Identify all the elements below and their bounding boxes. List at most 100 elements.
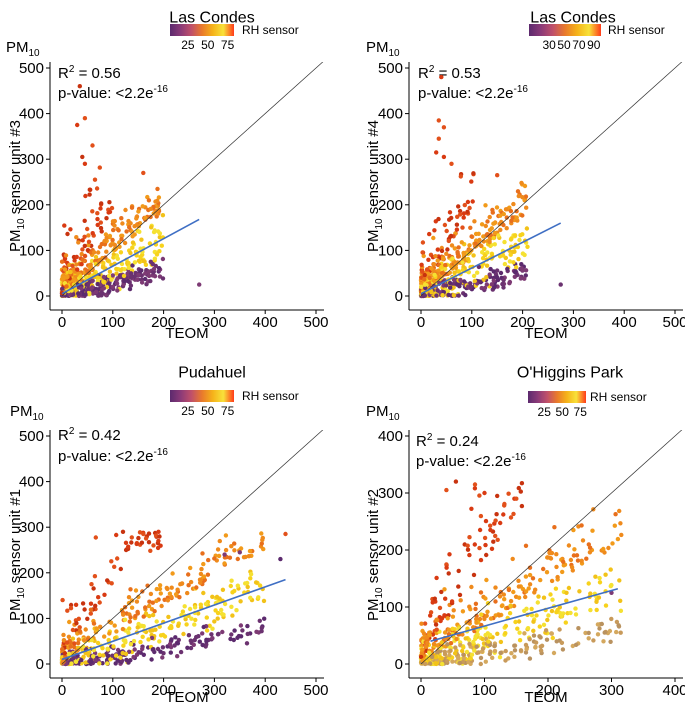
scatter-point [132, 274, 137, 279]
scatter-point [70, 263, 75, 268]
scatter-point [523, 574, 529, 579]
scatter-point [76, 291, 81, 296]
y-tick-label: 0 [395, 656, 403, 673]
scatter-point [471, 273, 477, 279]
scatter-point [423, 644, 429, 649]
scatter-point [432, 262, 437, 267]
scatter-point [518, 648, 524, 653]
scatter-point [215, 610, 221, 616]
scatter-point [151, 543, 156, 548]
scatter-point [132, 647, 137, 652]
scatter-point [155, 186, 160, 192]
one-to-one-line [420, 430, 683, 665]
scatter-point [212, 619, 217, 624]
scatter-point [427, 650, 432, 655]
x-tick-label: 300 [202, 314, 227, 331]
scatter-point [442, 613, 447, 618]
scatter-point [423, 285, 428, 291]
x-tick-label: 100 [459, 314, 484, 331]
rh-legend: RH sensor 25 50 75 [528, 390, 647, 419]
scatter-point [473, 241, 478, 246]
scatter-point [533, 645, 538, 650]
scatter-point [106, 653, 111, 658]
scatter-point [472, 219, 477, 224]
scatter-point [509, 236, 514, 241]
scatter-point [232, 588, 237, 594]
scatter-point [149, 225, 154, 230]
scatter-point [487, 632, 493, 638]
scatter-point [283, 531, 288, 537]
scatter-point [159, 243, 164, 248]
scatter-point [204, 639, 209, 644]
scatter-point [469, 234, 474, 239]
scatter-point [108, 620, 114, 625]
panel-ohiggins-park-unit2: O'Higgins Park PM10 RH sensor 25 50 75 R2 … [365, 364, 685, 706]
scatter-point [107, 288, 112, 294]
scatter-point [560, 647, 566, 652]
scatter-point [522, 183, 528, 189]
scatter-point [608, 567, 613, 572]
scatter-point [70, 292, 76, 297]
scatter-point [217, 596, 222, 601]
scatter-point [123, 540, 129, 545]
scatter-point [516, 256, 521, 262]
scatter-point [221, 612, 226, 617]
scatter-point [557, 627, 562, 632]
scatter-point [154, 252, 160, 257]
r-squared: R2 = 0.42 [58, 426, 121, 444]
scatter-point [106, 273, 112, 279]
scatter-point [115, 556, 120, 561]
scatter-point [112, 242, 118, 248]
scatter-point [168, 624, 174, 629]
scatter-point [229, 632, 234, 637]
scatter-point [81, 638, 87, 643]
scatter-point [238, 623, 244, 628]
x-tick-label: 400 [662, 682, 685, 699]
scatter-point [552, 525, 557, 530]
scatter-point [424, 267, 430, 272]
scatter-point [462, 279, 467, 284]
scatter-point [512, 643, 517, 648]
scatter-point [463, 292, 468, 298]
y-tick-label: 200 [378, 542, 403, 559]
scatter-point [427, 275, 432, 281]
x-tick-label: 400 [612, 314, 637, 331]
scatter-point [487, 651, 492, 657]
scatter-point [111, 644, 116, 649]
scatter-point [566, 543, 572, 548]
scatter-point [523, 194, 529, 199]
scatter-point [70, 636, 76, 641]
scatter-point [487, 642, 493, 648]
scatter-point [422, 277, 427, 282]
scatter-point [483, 518, 489, 524]
scatter-point [501, 592, 506, 597]
scatter-point [618, 630, 623, 635]
scatter-point [158, 591, 163, 596]
scatter-point [509, 651, 514, 656]
x-axis-label: TEOM [524, 325, 567, 342]
scatter-point [511, 260, 516, 265]
scatter-point [127, 286, 133, 292]
x-tick-label: 200 [535, 682, 560, 699]
scatter-point [471, 253, 476, 258]
scatter-point [530, 576, 536, 581]
scatter-point [522, 631, 527, 636]
scatter-point [114, 266, 119, 272]
scatter-point [80, 154, 85, 160]
scatter-point [538, 648, 544, 653]
scatter-point [205, 572, 211, 577]
scatter-point [230, 613, 235, 618]
scatter-point [89, 258, 95, 264]
regression-line [61, 218, 200, 295]
x-tick-label: 400 [253, 682, 278, 699]
scatter-point [613, 512, 618, 517]
panel-title: O'Higgins Park [517, 364, 624, 381]
scatter-point [101, 279, 106, 284]
scatter-point [79, 657, 84, 663]
scatter-point [524, 226, 530, 231]
scatter-point [492, 643, 497, 648]
scatter-point [83, 292, 88, 297]
scatter-point [88, 607, 94, 612]
scatter-point [167, 641, 173, 647]
y-axis-label: PM10 sensor unit #3 [7, 120, 27, 252]
